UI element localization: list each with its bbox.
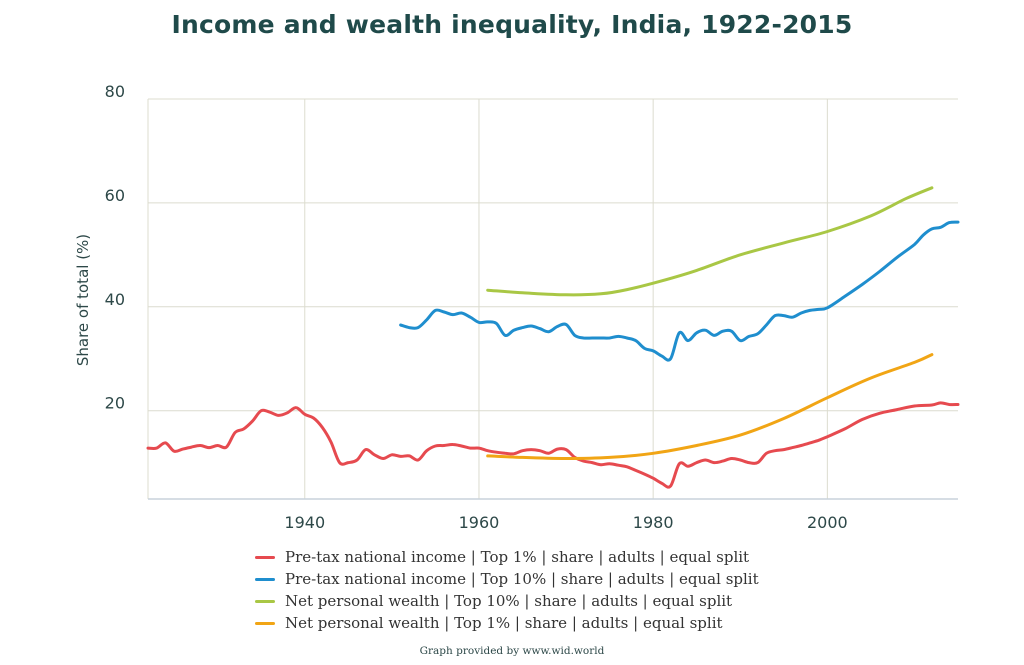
legend-swatch xyxy=(255,599,275,603)
top10-income-line xyxy=(399,220,960,362)
top1-wealth-line xyxy=(486,353,934,460)
legend-swatch xyxy=(255,555,275,559)
grid-lines xyxy=(148,98,958,499)
axes: 20 40 60 80 1940 1960 1980 2000 xyxy=(105,82,958,532)
legend-item[interactable]: Net personal wealth | Top 10% | share | … xyxy=(255,590,759,612)
y-tick-label: 80 xyxy=(105,82,125,101)
legend-label: Net personal wealth | Top 1% | share | a… xyxy=(285,614,723,632)
legend: Pre-tax national income | Top 1% | share… xyxy=(255,546,759,634)
y-tick-label: 40 xyxy=(105,290,125,309)
x-tick-label: 1940 xyxy=(284,513,325,532)
top10-wealth-line xyxy=(486,186,934,297)
y-tick-label: 20 xyxy=(105,394,125,413)
legend-swatch xyxy=(255,621,275,625)
line-chart: 20 40 60 80 1940 1960 1980 2000 Share of total … xyxy=(74,82,960,532)
legend-item[interactable]: Pre-tax national income | Top 1% | share… xyxy=(255,546,759,568)
y-tick-label: 60 xyxy=(105,186,125,205)
footer-credit: Graph provided by www.wid.world xyxy=(419,645,605,657)
legend-label: Pre-tax national income | Top 1% | share… xyxy=(285,548,750,566)
legend-label: Net personal wealth | Top 10% | share | … xyxy=(285,592,733,610)
top1-income-line xyxy=(146,401,960,489)
y-axis-title: Share of total (%) xyxy=(74,234,92,366)
x-tick-label: 1960 xyxy=(459,513,500,532)
legend-swatch xyxy=(255,577,275,581)
legend-item[interactable]: Pre-tax national income | Top 10% | shar… xyxy=(255,568,759,590)
chart-title: Income and wealth inequality, India, 192… xyxy=(171,10,853,39)
x-tick-label: 1980 xyxy=(633,513,674,532)
legend-item[interactable]: Net personal wealth | Top 1% | share | a… xyxy=(255,612,759,634)
series-lines xyxy=(146,186,960,489)
x-tick-label: 2000 xyxy=(807,513,848,532)
legend-label: Pre-tax national income | Top 10% | shar… xyxy=(285,570,759,588)
